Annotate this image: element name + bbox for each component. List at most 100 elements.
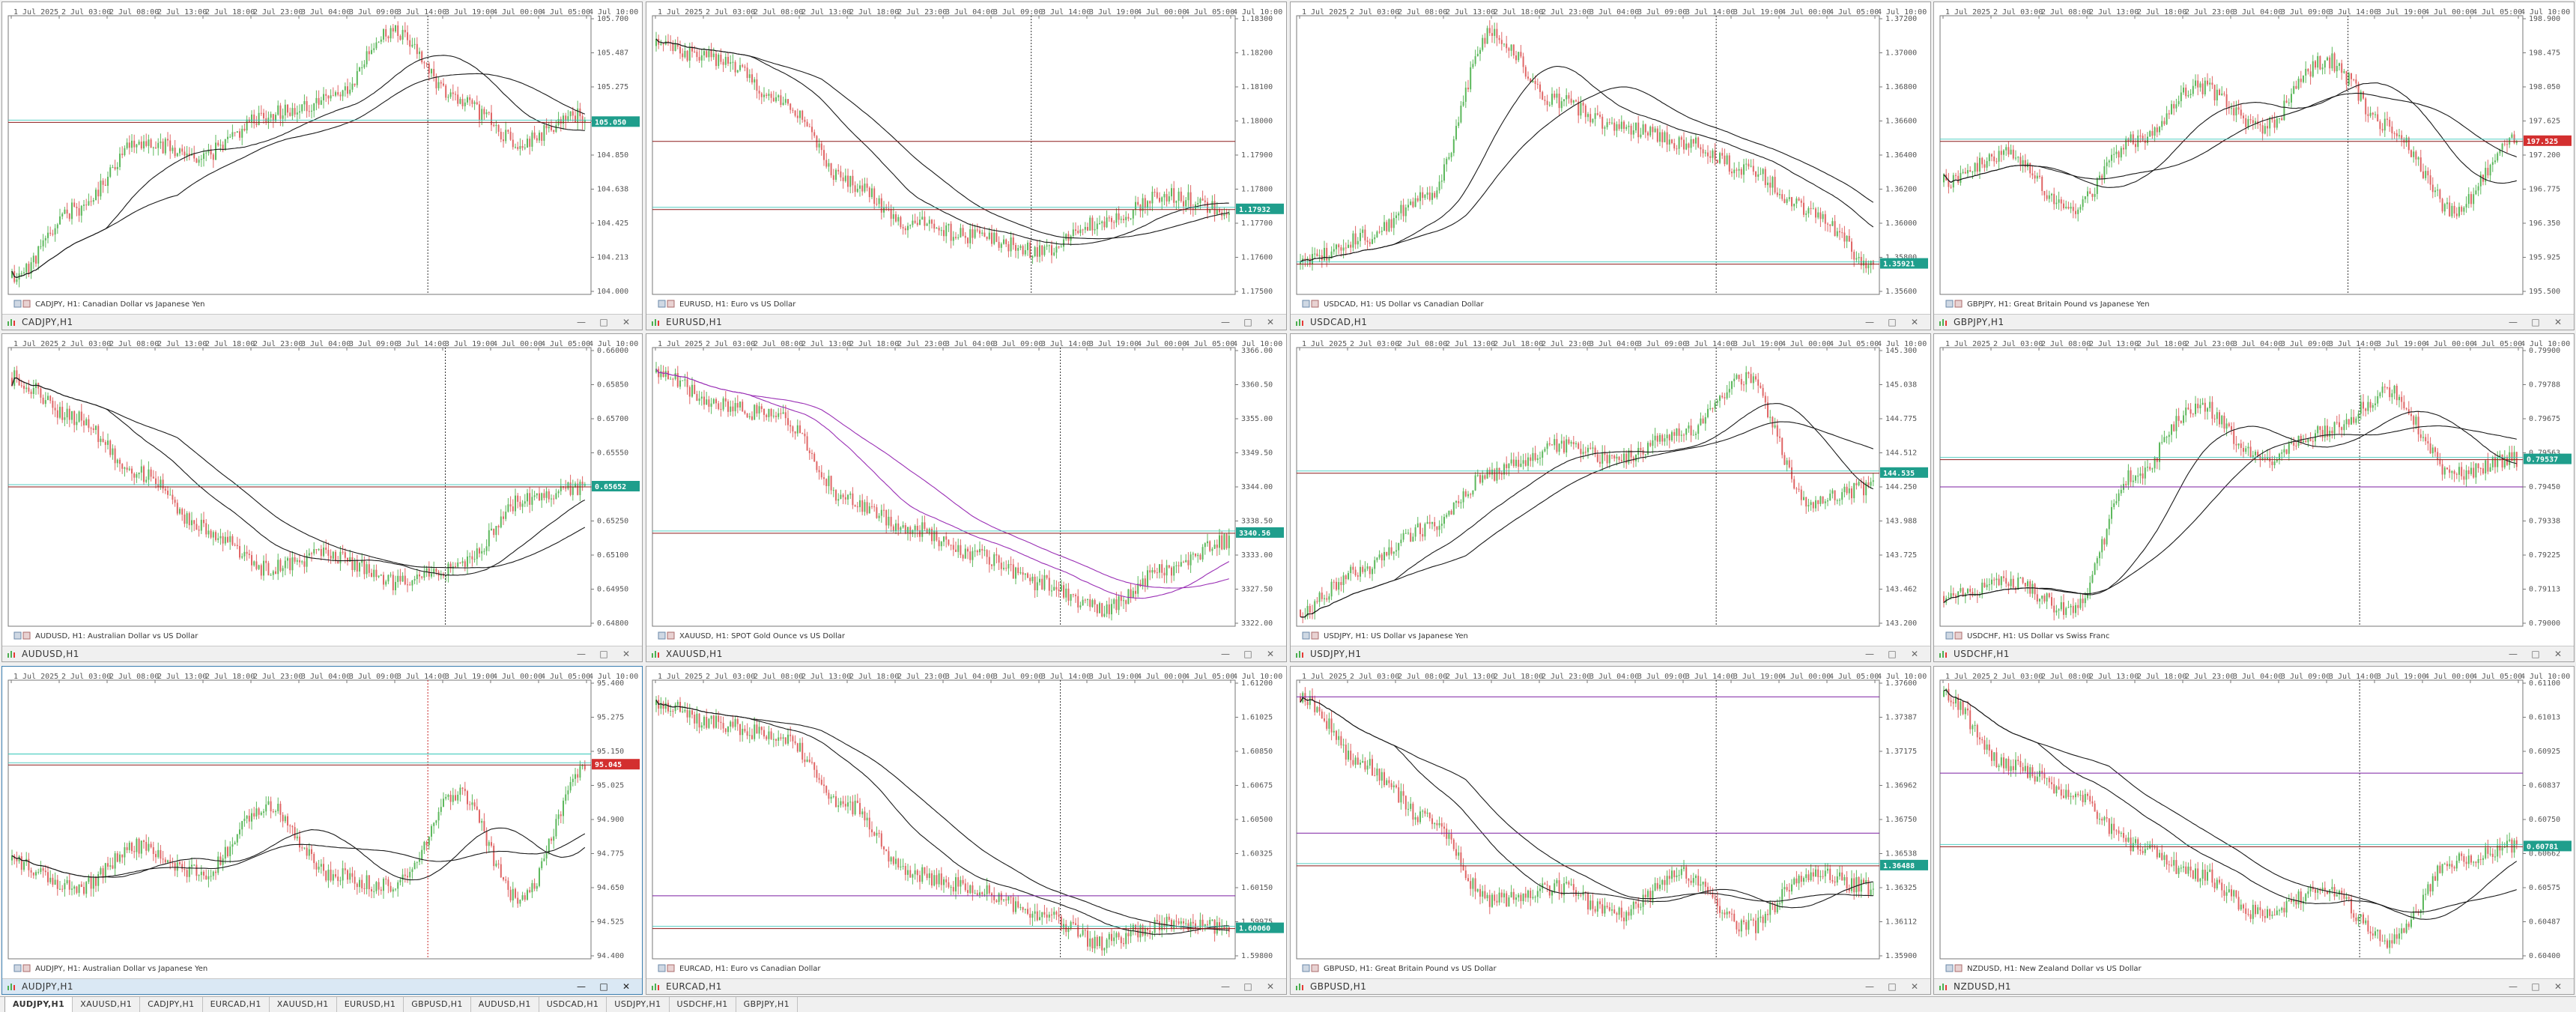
candle — [1969, 710, 1972, 730]
minimize-icon[interactable]: — — [2509, 981, 2518, 992]
chart-tab-gbpusd-h1[interactable]: GBPUSD,H1 — [404, 997, 471, 1012]
candle — [1731, 172, 1733, 174]
chart-canvas[interactable]: 1 Jul 2025 2 Jul 03:002 Jul 08:002 Jul 13… — [1934, 2, 2575, 314]
chart-canvas[interactable]: 1 Jul 2025 2 Jul 03:002 Jul 08:002 Jul 13… — [1291, 334, 1931, 646]
chart-tab-xauusd-h1[interactable]: XAUUSD,H1 — [73, 997, 141, 1012]
close-icon[interactable]: ✕ — [1910, 981, 1919, 992]
chart-window-eurusd-h1[interactable]: 1 Jul 2025 2 Jul 03:00 2 Jul 08:00 2 Jul 13… — [646, 1, 1287, 330]
maximize-icon[interactable]: □ — [1888, 981, 1897, 992]
close-icon[interactable]: ✕ — [2554, 649, 2563, 659]
chart-window-gbpusd-h1[interactable]: 1 Jul 2025 2 Jul 03:00 2 Jul 08:00 2 Jul 13… — [1290, 666, 1931, 995]
chart-canvas[interactable]: 1 Jul 2025 2 Jul 03:002 Jul 08:002 Jul 13… — [646, 667, 1287, 978]
chart-canvas[interactable]: 1 Jul 2025 2 Jul 03:002 Jul 08:002 Jul 13… — [2, 667, 643, 978]
minimize-icon[interactable]: — — [1865, 317, 1874, 327]
maximize-icon[interactable]: □ — [1243, 649, 1252, 659]
candle — [138, 472, 140, 475]
maximize-icon[interactable]: □ — [1243, 317, 1252, 327]
maximize-icon[interactable]: □ — [2531, 649, 2540, 659]
close-icon[interactable]: ✕ — [1910, 649, 1919, 659]
candle — [1374, 775, 1376, 777]
close-icon[interactable]: ✕ — [1266, 981, 1275, 992]
maximize-icon[interactable]: □ — [599, 317, 608, 327]
chart-tab-audusd-h1[interactable]: AUDUSD,H1 — [471, 997, 539, 1012]
chart-canvas[interactable]: 1 Jul 2025 2 Jul 03:002 Jul 08:002 Jul 13… — [1934, 334, 2575, 646]
chart-tab-eurusd-h1[interactable]: EURUSD,H1 — [337, 997, 404, 1012]
window-title-bar[interactable]: CADJPY,H1— □ ✕ — [2, 314, 642, 330]
chart-tab-gbpjpy-h1[interactable]: GBPJPY,H1 — [736, 997, 798, 1012]
window-title-bar[interactable]: USDCHF,H1— □ ✕ — [1934, 646, 2574, 661]
maximize-icon[interactable]: □ — [599, 981, 608, 992]
window-title-bar[interactable]: GBPJPY,H1— □ ✕ — [1934, 314, 2574, 330]
chart-tab-usdjpy-h1[interactable]: USDJPY,H1 — [607, 997, 670, 1012]
moving-average-slow — [655, 369, 1229, 589]
chart-window-cadjpy-h1[interactable]: 1 Jul 2025 2 Jul 03:00 2 Jul 08:00 2 Jul 13… — [1, 1, 643, 330]
chart-window-audjpy-h1[interactable]: 1 Jul 2025 2 Jul 03:00 2 Jul 08:00 2 Jul 13… — [1, 666, 643, 995]
close-icon[interactable]: ✕ — [1910, 317, 1919, 327]
candle — [1046, 575, 1048, 578]
maximize-icon[interactable]: □ — [1888, 649, 1897, 659]
close-icon[interactable]: ✕ — [1266, 649, 1275, 659]
chart-window-usdchf-h1[interactable]: 1 Jul 2025 2 Jul 03:00 2 Jul 08:00 2 Jul 13… — [1933, 333, 2575, 662]
minimize-icon[interactable]: — — [1865, 649, 1874, 659]
window-title-bar[interactable]: GBPUSD,H1— □ ✕ — [1291, 978, 1930, 994]
window-title-bar[interactable]: XAUUSD,H1— □ ✕ — [646, 646, 1286, 661]
window-title-bar[interactable]: AUDJPY,H1— □ ✕ — [2, 978, 642, 994]
candle — [521, 503, 524, 507]
chart-window-usdcad-h1[interactable]: 1 Jul 2025 2 Jul 03:00 2 Jul 08:00 2 Jul 13… — [1290, 1, 1931, 330]
chart-tab-usdcad-h1[interactable]: USDCAD,H1 — [539, 997, 607, 1012]
chart-canvas[interactable]: 1 Jul 2025 2 Jul 03:002 Jul 08:002 Jul 13… — [1291, 667, 1931, 978]
window-title-bar[interactable]: EURUSD,H1— □ ✕ — [646, 314, 1286, 330]
chart-tab-usdchf-h1[interactable]: USDCHF,H1 — [670, 997, 736, 1012]
chart-tab-audjpy-h1[interactable]: AUDJPY,H1 — [4, 997, 73, 1012]
chart-tab-eurcad-h1[interactable]: EURCAD,H1 — [203, 997, 270, 1012]
maximize-icon[interactable]: □ — [1243, 981, 1252, 992]
chart-canvas[interactable]: 1 Jul 2025 2 Jul 03:002 Jul 08:002 Jul 13… — [1934, 667, 2575, 978]
minimize-icon[interactable]: — — [1221, 317, 1230, 327]
close-icon[interactable]: ✕ — [1266, 317, 1275, 327]
maximize-icon[interactable]: □ — [2531, 317, 2540, 327]
chart-canvas[interactable]: 1 Jul 2025 2 Jul 03:002 Jul 08:002 Jul 13… — [646, 334, 1287, 646]
candle — [483, 551, 485, 552]
minimize-icon[interactable]: — — [2509, 649, 2518, 659]
candle — [1306, 605, 1309, 616]
close-icon[interactable]: ✕ — [622, 317, 631, 327]
window-title-bar[interactable]: AUDUSD,H1— □ ✕ — [2, 646, 642, 661]
candle — [411, 44, 413, 47]
candle — [2132, 843, 2134, 852]
time-axis-label: 4 Jul 10:00 — [1877, 340, 1927, 348]
close-icon[interactable]: ✕ — [2554, 317, 2563, 327]
chart-canvas[interactable]: 1 Jul 2025 2 Jul 03:002 Jul 08:002 Jul 13… — [1291, 2, 1931, 314]
minimize-icon[interactable]: — — [1221, 981, 1230, 992]
window-title-bar[interactable]: EURCAD,H1— □ ✕ — [646, 978, 1286, 994]
chart-canvas[interactable]: 1 Jul 2025 2 Jul 03:002 Jul 08:002 Jul 13… — [2, 334, 643, 646]
window-title-bar[interactable]: NZDUSD,H1— □ ✕ — [1934, 978, 2574, 994]
minimize-icon[interactable]: — — [577, 649, 586, 659]
close-icon[interactable]: ✕ — [2554, 981, 2563, 992]
minimize-icon[interactable]: — — [1221, 649, 1230, 659]
chart-tab-xauusd-h1[interactable]: XAUUSD,H1 — [270, 997, 337, 1012]
chart-window-xauusd-h1[interactable]: 1 Jul 2025 2 Jul 03:00 2 Jul 08:00 2 Jul 13… — [646, 333, 1287, 662]
close-icon[interactable]: ✕ — [622, 981, 631, 992]
candle — [1108, 604, 1110, 615]
minimize-icon[interactable]: — — [577, 981, 586, 992]
chart-window-audusd-h1[interactable]: 1 Jul 2025 2 Jul 03:00 2 Jul 08:00 2 Jul 13… — [1, 333, 643, 662]
window-title-bar[interactable]: USDJPY,H1— □ ✕ — [1291, 646, 1930, 661]
chart-window-eurcad-h1[interactable]: 1 Jul 2025 2 Jul 03:00 2 Jul 08:00 2 Jul 13… — [646, 666, 1287, 995]
chart-window-usdjpy-h1[interactable]: 1 Jul 2025 2 Jul 03:00 2 Jul 08:00 2 Jul 13… — [1290, 333, 1931, 662]
close-icon[interactable]: ✕ — [622, 649, 631, 659]
chart-window-nzdusd-h1[interactable]: 1 Jul 2025 2 Jul 03:00 2 Jul 08:00 2 Jul 13… — [1933, 666, 2575, 995]
minimize-icon[interactable]: — — [577, 317, 586, 327]
candle — [1378, 554, 1381, 558]
chart-canvas[interactable]: 1 Jul 2025 2 Jul 03:002 Jul 08:002 Jul 13… — [646, 2, 1287, 314]
candle — [109, 167, 112, 177]
minimize-icon[interactable]: — — [2509, 317, 2518, 327]
window-title-bar[interactable]: USDCAD,H1— □ ✕ — [1291, 314, 1930, 330]
maximize-icon[interactable]: □ — [1888, 317, 1897, 327]
chart-window-gbpjpy-h1[interactable]: 1 Jul 2025 2 Jul 03:00 2 Jul 08:00 2 Jul 13… — [1933, 1, 2575, 330]
chart-canvas[interactable]: 1 Jul 2025 2 Jul 03:002 Jul 08:002 Jul 13… — [2, 2, 643, 314]
maximize-icon[interactable]: □ — [599, 649, 608, 659]
minimize-icon[interactable]: — — [1865, 981, 1874, 992]
chart-tab-cadjpy-h1[interactable]: CADJPY,H1 — [140, 997, 203, 1012]
candle — [1338, 582, 1340, 590]
maximize-icon[interactable]: □ — [2531, 981, 2540, 992]
